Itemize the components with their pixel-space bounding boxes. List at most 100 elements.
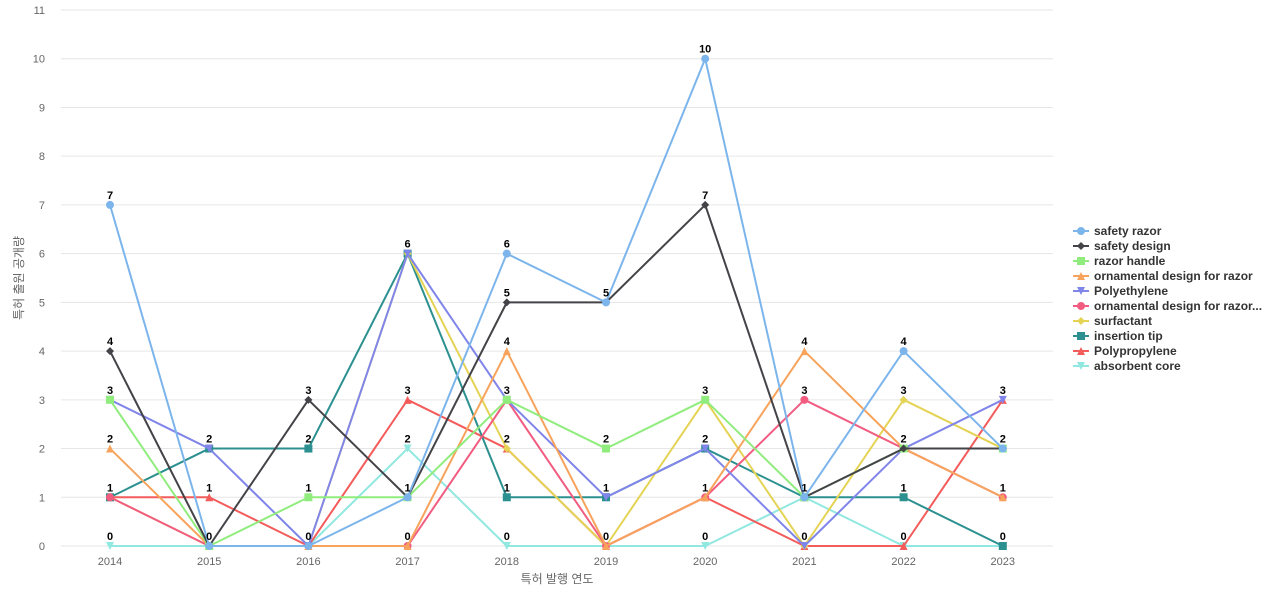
y-tick-label: 11 — [34, 5, 45, 17]
data-point — [106, 395, 114, 404]
legend-label: safety design — [1094, 239, 1171, 253]
data-point — [403, 395, 412, 404]
data-point — [502, 249, 511, 258]
x-tick-label: 2015 — [197, 556, 221, 568]
data-point — [899, 493, 908, 502]
data-label: 2 — [107, 434, 113, 446]
data-point — [701, 54, 710, 63]
data-point — [205, 493, 214, 502]
data-label: 3 — [1000, 385, 1006, 397]
data-label: 1 — [801, 482, 807, 494]
data-point — [899, 347, 908, 356]
data-point — [998, 542, 1007, 550]
data-label: 3 — [504, 385, 510, 397]
x-tick-label: 2018 — [495, 556, 519, 568]
data-label: 6 — [504, 239, 510, 251]
legend-marker — [1077, 272, 1085, 280]
series-line — [109, 57, 1004, 547]
legend-item[interactable]: Polypropylene — [1073, 344, 1177, 358]
data-label: 1 — [305, 482, 311, 494]
data-label: 0 — [107, 531, 113, 543]
series-ornamental-design-for-razor — [106, 395, 1007, 550]
legend-label: Polypropylene — [1094, 344, 1177, 358]
legend-item[interactable]: safety razor — [1073, 224, 1162, 238]
data-label: 5 — [504, 287, 510, 299]
data-point — [701, 493, 710, 502]
legend-marker — [1077, 332, 1085, 340]
legend-item[interactable]: razor handle — [1073, 254, 1166, 268]
data-label: 5 — [603, 287, 609, 299]
data-label: 10 — [699, 44, 711, 56]
legend-marker — [1077, 317, 1085, 325]
x-tick-label: 2016 — [296, 556, 320, 568]
data-point — [106, 493, 114, 502]
y-tick-label: 1 — [39, 492, 45, 504]
data-label: 2 — [702, 434, 708, 446]
data-label: 1 — [107, 482, 113, 494]
data-point — [998, 444, 1007, 453]
data-point — [502, 444, 511, 453]
data-point — [403, 542, 412, 550]
data-label: 3 — [107, 385, 113, 397]
series-line — [109, 203, 1004, 547]
legend-label: ornamental design for razor... — [1094, 299, 1262, 313]
data-point — [701, 395, 710, 404]
legend-label: Polyethylene — [1094, 284, 1168, 298]
x-tick-label: 2023 — [991, 556, 1015, 568]
legend-marker — [1077, 362, 1085, 370]
y-tick-label: 9 — [39, 102, 45, 114]
legend-item[interactable]: insertion tip — [1073, 329, 1163, 343]
data-point — [701, 542, 710, 550]
data-point — [800, 493, 809, 502]
data-label: 1 — [901, 482, 907, 494]
x-tick-label: 2017 — [395, 556, 419, 568]
series-line — [109, 398, 1004, 547]
data-point — [800, 395, 809, 404]
x-axis-ticks: 2014 2015 2016 2017 2018 2019 2020 2021 2022 2023 — [98, 556, 1015, 568]
y-tick-label: 7 — [39, 200, 45, 212]
data-label: 6 — [405, 239, 411, 251]
data-label: 3 — [405, 385, 411, 397]
x-tick-label: 2021 — [792, 556, 816, 568]
y-tick-label: 0 — [39, 541, 45, 553]
data-label: 0 — [206, 531, 212, 543]
data-point — [106, 542, 114, 550]
series-safety-razor — [106, 54, 1007, 550]
data-point — [602, 542, 610, 550]
data-label: 3 — [702, 385, 708, 397]
data-point — [502, 542, 511, 550]
legend-marker — [1077, 242, 1085, 250]
data-point — [800, 347, 809, 356]
legend-item[interactable]: ornamental design for razor — [1073, 269, 1253, 283]
legend-item[interactable]: ornamental design for razor... — [1073, 299, 1262, 313]
legend-item[interactable]: surfactant — [1073, 314, 1152, 328]
y-tick-label: 5 — [39, 297, 45, 309]
legend-item[interactable]: Polyethylene — [1073, 284, 1168, 298]
legend-item[interactable]: safety design — [1073, 239, 1171, 253]
legend-marker — [1077, 347, 1085, 355]
data-label: 0 — [305, 531, 311, 543]
legend-label: insertion tip — [1094, 329, 1163, 343]
data-label: 0 — [801, 531, 807, 543]
legend-label: ornamental design for razor — [1094, 269, 1253, 283]
data-label: 3 — [901, 385, 907, 397]
data-label: 1 — [504, 482, 510, 494]
data-label: 1 — [405, 482, 411, 494]
data-label: 2 — [901, 434, 907, 446]
data-label: 3 — [305, 385, 311, 397]
data-label: 4 — [107, 336, 114, 348]
data-label: 1 — [206, 482, 212, 494]
x-tick-label: 2022 — [891, 556, 915, 568]
data-label: 1 — [603, 482, 609, 494]
data-point — [899, 542, 908, 550]
legend-item[interactable]: absorbent core — [1073, 359, 1181, 373]
data-label: 0 — [603, 531, 609, 543]
data-label: 4 — [801, 336, 808, 348]
y-tick-label: 8 — [39, 151, 45, 163]
data-label: 0 — [901, 531, 907, 543]
data-point — [502, 395, 511, 404]
data-label: 7 — [107, 190, 113, 202]
data-point — [304, 542, 313, 550]
x-tick-label: 2014 — [98, 556, 122, 568]
